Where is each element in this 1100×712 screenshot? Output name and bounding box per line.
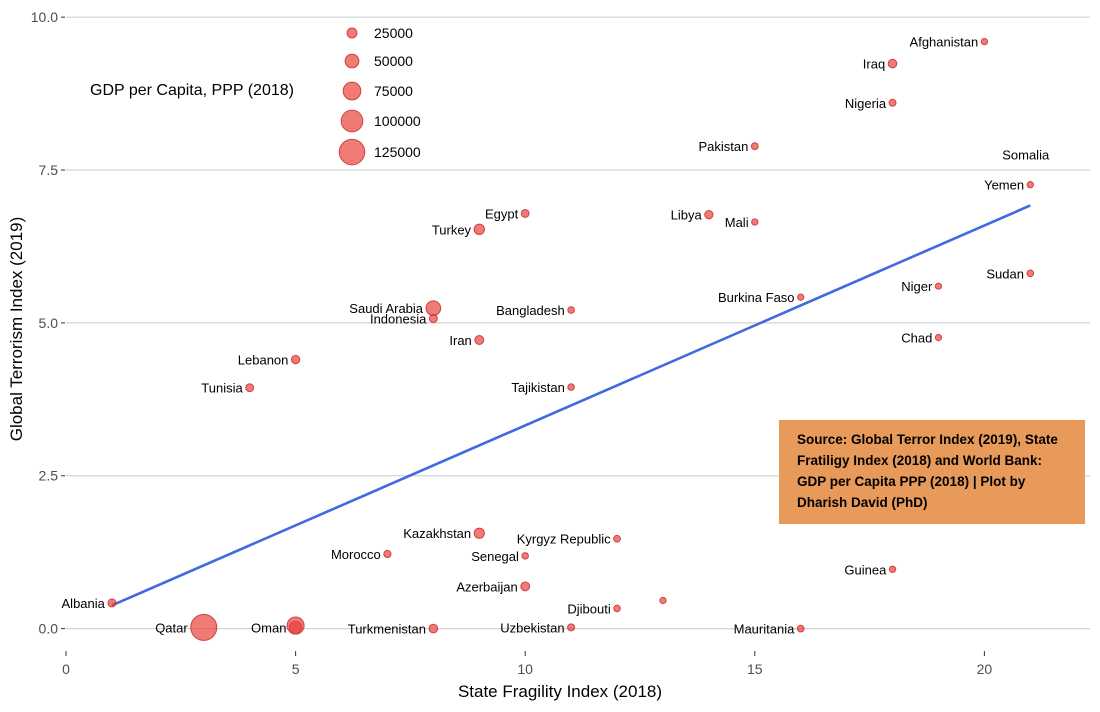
point-label-kyrgyz-republic: Kyrgyz Republic	[517, 532, 611, 547]
point-label-burkina-faso: Burkina Faso	[718, 290, 795, 305]
point-label-nigeria: Nigeria	[845, 96, 887, 111]
point-label-azerbaijan: Azerbaijan	[456, 579, 517, 594]
point-label-oman: Oman	[251, 620, 286, 635]
point-label-turkmenistan: Turkmenistan	[348, 622, 426, 637]
x-tick-label: 10	[517, 661, 533, 677]
data-point-mauritania	[796, 624, 805, 633]
data-point-iran	[474, 335, 485, 345]
data-point-nigeria	[888, 98, 897, 107]
legend-size-swatch	[338, 138, 366, 166]
data-point-djibouti	[613, 604, 621, 613]
trend-line	[111, 204, 1031, 607]
point-label-niger: Niger	[901, 279, 933, 294]
data-point-yemen	[1026, 181, 1035, 189]
data-point-turkmenistan	[428, 623, 439, 634]
legend-size-label: 100000	[374, 113, 421, 129]
x-tick-label: 5	[292, 661, 300, 677]
data-point	[286, 616, 305, 635]
y-tick-label: 10.0	[31, 9, 58, 25]
data-point-kyrgyz-republic	[613, 534, 621, 543]
point-label-tajikistan: Tajikistan	[511, 380, 564, 395]
point-label-iran: Iran	[449, 333, 471, 348]
data-point-albania	[107, 598, 117, 608]
legend-size-label: 75000	[374, 83, 413, 99]
y-axis-title: Global Terrorism Index (2019)	[7, 217, 26, 442]
y-tick-label: 0.0	[39, 621, 59, 637]
data-point-qatar	[190, 613, 218, 641]
data-point	[659, 596, 667, 605]
data-point-lebanon	[290, 354, 301, 365]
y-tick-label: 2.5	[39, 468, 59, 484]
x-axis-title: State Fragility Index (2018)	[458, 682, 662, 701]
data-point-senegal	[521, 552, 529, 560]
point-label-mauritania: Mauritania	[734, 622, 795, 637]
data-point-kazakhstan	[473, 527, 485, 539]
data-point-saudi-arabia	[425, 300, 442, 317]
data-point-egypt	[520, 208, 530, 218]
point-label-albania: Albania	[62, 596, 106, 611]
x-tick-label: 0	[62, 661, 70, 677]
point-label-tunisia: Tunisia	[201, 381, 243, 396]
point-label-lebanon: Lebanon	[238, 353, 289, 368]
point-label-chad: Chad	[901, 331, 932, 346]
point-label-guinea: Guinea	[844, 562, 887, 577]
data-point-morocco	[383, 549, 392, 559]
legend-size-label: 50000	[374, 53, 413, 69]
point-label-qatar: Qatar	[155, 620, 188, 635]
data-point-burkina-faso	[797, 293, 805, 301]
legend-size-swatch	[346, 27, 358, 39]
data-point-bangladesh	[567, 306, 575, 314]
data-point-libya	[704, 209, 714, 220]
data-point-mali	[751, 218, 759, 226]
point-label-uzbekistan: Uzbekistan	[500, 620, 564, 635]
data-point-iraq	[887, 58, 898, 69]
data-point-guinea	[888, 565, 897, 573]
point-label-pakistan: Pakistan	[698, 139, 748, 154]
x-tick-label: 15	[747, 661, 763, 677]
point-label-somalia: Somalia	[1002, 148, 1050, 163]
data-point-tunisia	[245, 383, 255, 393]
legend-size-label: 125000	[374, 144, 421, 160]
point-label-bangladesh: Bangladesh	[496, 303, 565, 318]
source-annotation: Source: Global Terror Index (2019), Stat…	[779, 420, 1085, 524]
legend-size-swatch	[342, 81, 362, 101]
point-label-afghanistan: Afghanistan	[910, 35, 979, 50]
legend-size-label: 25000	[374, 25, 413, 41]
legend-title: GDP per Capita, PPP (2018)	[90, 82, 294, 99]
data-point-afghanistan	[980, 37, 989, 46]
data-point-chad	[934, 333, 943, 342]
data-point-indonesia	[428, 314, 438, 324]
data-point-azerbaijan	[520, 581, 531, 592]
y-tick-label: 5.0	[39, 315, 59, 331]
point-label-djibouti: Djibouti	[567, 601, 610, 616]
point-label-libya: Libya	[671, 208, 703, 223]
point-label-senegal: Senegal	[471, 549, 519, 564]
point-label-morocco: Morocco	[331, 547, 381, 562]
data-point-niger	[934, 282, 943, 290]
legend-size-swatch	[340, 109, 364, 133]
point-label-mali: Mali	[725, 215, 749, 230]
y-tick-label: 7.5	[39, 162, 59, 178]
data-point-tajikistan	[567, 383, 575, 391]
data-point-sudan	[1026, 269, 1035, 278]
point-label-saudi-arabia: Saudi Arabia	[349, 301, 423, 316]
point-label-turkey: Turkey	[432, 222, 472, 237]
data-point-turkey	[473, 223, 485, 236]
point-label-sudan: Sudan	[986, 266, 1024, 281]
point-label-kazakhstan: Kazakhstan	[403, 526, 471, 541]
data-point-uzbekistan	[567, 623, 576, 632]
data-point-pakistan	[750, 142, 759, 151]
point-label-yemen: Yemen	[984, 178, 1024, 193]
point-label-egypt: Egypt	[485, 206, 519, 221]
x-tick-label: 20	[977, 661, 993, 677]
point-label-iraq: Iraq	[863, 57, 885, 72]
point-label-indonesia: Indonesia	[370, 312, 427, 327]
legend-size-swatch	[344, 53, 360, 69]
